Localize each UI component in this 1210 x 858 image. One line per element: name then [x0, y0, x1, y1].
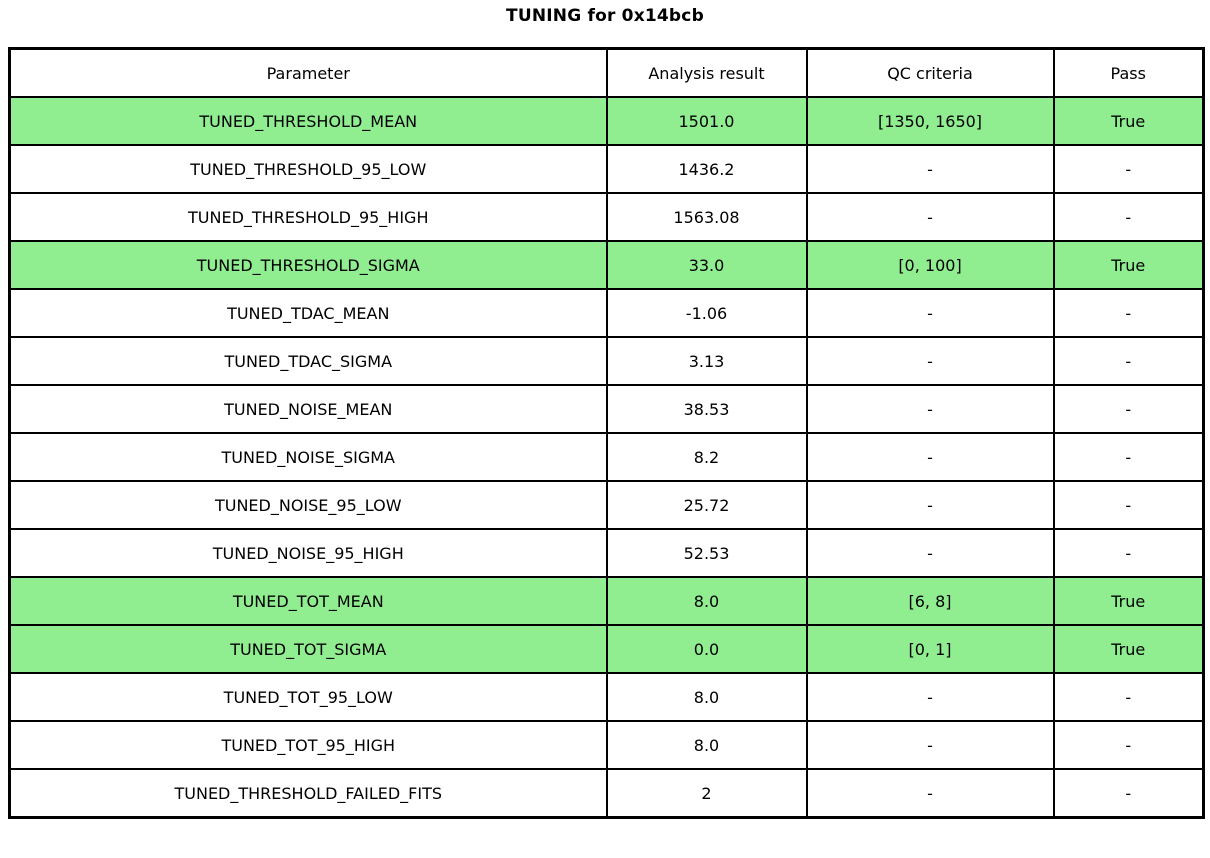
cell-parameter: TUNED_NOISE_95_HIGH: [8, 528, 608, 578]
cell-parameter: TUNED_TOT_MEAN: [8, 576, 608, 626]
cell-analysis-result: 1563.08: [605, 192, 808, 242]
cell-parameter: TUNED_THRESHOLD_95_HIGH: [8, 192, 608, 242]
header-row: Parameter Analysis result QC criteria Pass: [8, 47, 1205, 98]
cell-analysis-result: 1436.2: [605, 144, 808, 194]
figure-title: TUNING for 0x14bcb: [506, 6, 704, 26]
cell-pass: -: [1052, 288, 1205, 338]
cell-analysis-result: 38.53: [605, 384, 808, 434]
table-row: TUNED_THRESHOLD_95_LOW 1436.2- -: [8, 144, 1205, 194]
table-row: TUNED_TDAC_MEAN -1.06- -: [8, 288, 1205, 338]
cell-pass: True: [1052, 624, 1205, 674]
table-row: TUNED_NOISE_MEAN 38.53- -: [8, 384, 1205, 434]
cell-analysis-result: 25.72: [605, 480, 808, 530]
cell-analysis-result: 0.0: [605, 624, 808, 674]
cell-pass: -: [1052, 720, 1205, 770]
cell-analysis-result: 2: [605, 768, 808, 819]
cell-parameter: TUNED_THRESHOLD_SIGMA: [8, 240, 608, 290]
table-row: TUNED_NOISE_95_LOW 25.72- -: [8, 480, 1205, 530]
column-header-qc-criteria: QC criteria: [805, 47, 1055, 98]
table-row: TUNED_TDAC_SIGMA 3.13- -: [8, 336, 1205, 386]
cell-pass: True: [1052, 576, 1205, 626]
cell-qc-criteria: -: [805, 528, 1055, 578]
cell-parameter: TUNED_TDAC_SIGMA: [8, 336, 608, 386]
cell-parameter: TUNED_TOT_SIGMA: [8, 624, 608, 674]
cell-pass: True: [1052, 96, 1205, 146]
cell-parameter: TUNED_NOISE_MEAN: [8, 384, 608, 434]
table-row: TUNED_THRESHOLD_95_HIGH 1563.08- -: [8, 192, 1205, 242]
cell-pass: -: [1052, 192, 1205, 242]
table-row: TUNED_THRESHOLD_MEAN 1501.0 [1350, 1650] Tr…: [8, 96, 1205, 146]
cell-pass: True: [1052, 240, 1205, 290]
cell-pass: -: [1052, 384, 1205, 434]
cell-pass: -: [1052, 528, 1205, 578]
cell-analysis-result: 8.0: [605, 576, 808, 626]
cell-parameter: TUNED_TOT_95_LOW: [8, 672, 608, 722]
cell-analysis-result: -1.06: [605, 288, 808, 338]
cell-qc-criteria: [1350, 1650]: [805, 96, 1055, 146]
cell-qc-criteria: -: [805, 768, 1055, 819]
cell-qc-criteria: -: [805, 144, 1055, 194]
cell-parameter: TUNED_TDAC_MEAN: [8, 288, 608, 338]
cell-pass: -: [1052, 672, 1205, 722]
cell-qc-criteria: -: [805, 192, 1055, 242]
column-header-pass: Pass: [1052, 47, 1205, 98]
cell-pass: -: [1052, 432, 1205, 482]
cell-qc-criteria: -: [805, 480, 1055, 530]
table-row: TUNED_NOISE_SIGMA 8.2- -: [8, 432, 1205, 482]
cell-analysis-result: 3.13: [605, 336, 808, 386]
qc-tuning-table: Parameter Analysis result QC criteria Pass …: [8, 47, 1205, 819]
table-row: TUNED_TOT_95_HIGH 8.0- -: [8, 720, 1205, 770]
cell-parameter: TUNED_THRESHOLD_MEAN: [8, 96, 608, 146]
cell-analysis-result: 52.53: [605, 528, 808, 578]
cell-parameter: TUNED_THRESHOLD_95_LOW: [8, 144, 608, 194]
cell-qc-criteria: [0, 100]: [805, 240, 1055, 290]
cell-qc-criteria: -: [805, 720, 1055, 770]
table-row: TUNED_TOT_95_LOW 8.0- -: [8, 672, 1205, 722]
cell-parameter: TUNED_THRESHOLD_FAILED_FITS: [8, 768, 608, 819]
cell-analysis-result: 8.2: [605, 432, 808, 482]
cell-analysis-result: 8.0: [605, 672, 808, 722]
cell-qc-criteria: -: [805, 432, 1055, 482]
cell-qc-criteria: -: [805, 384, 1055, 434]
cell-qc-criteria: -: [805, 336, 1055, 386]
cell-pass: -: [1052, 336, 1205, 386]
cell-qc-criteria: [0, 1]: [805, 624, 1055, 674]
cell-analysis-result: 33.0: [605, 240, 808, 290]
cell-qc-criteria: -: [805, 288, 1055, 338]
cell-pass: -: [1052, 144, 1205, 194]
table-row: TUNED_THRESHOLD_FAILED_FITS 2- -: [8, 768, 1205, 819]
table-row: TUNED_TOT_SIGMA 0.0 [0, 1] True: [8, 624, 1205, 674]
cell-qc-criteria: -: [805, 672, 1055, 722]
table-row: TUNED_NOISE_95_HIGH 52.53- -: [8, 528, 1205, 578]
table-row: TUNED_TOT_MEAN 8.0 [6, 8] True: [8, 576, 1205, 626]
cell-pass: -: [1052, 480, 1205, 530]
cell-parameter: TUNED_TOT_95_HIGH: [8, 720, 608, 770]
column-header-parameter: Parameter: [8, 47, 608, 98]
cell-analysis-result: 1501.0: [605, 96, 808, 146]
cell-parameter: TUNED_NOISE_SIGMA: [8, 432, 608, 482]
column-header-analysis-result: Analysis result: [605, 47, 808, 98]
cell-parameter: TUNED_NOISE_95_LOW: [8, 480, 608, 530]
cell-pass: -: [1052, 768, 1205, 819]
table-row: TUNED_THRESHOLD_SIGMA 33.0 [0, 100] True: [8, 240, 1205, 290]
cell-analysis-result: 8.0: [605, 720, 808, 770]
cell-qc-criteria: [6, 8]: [805, 576, 1055, 626]
